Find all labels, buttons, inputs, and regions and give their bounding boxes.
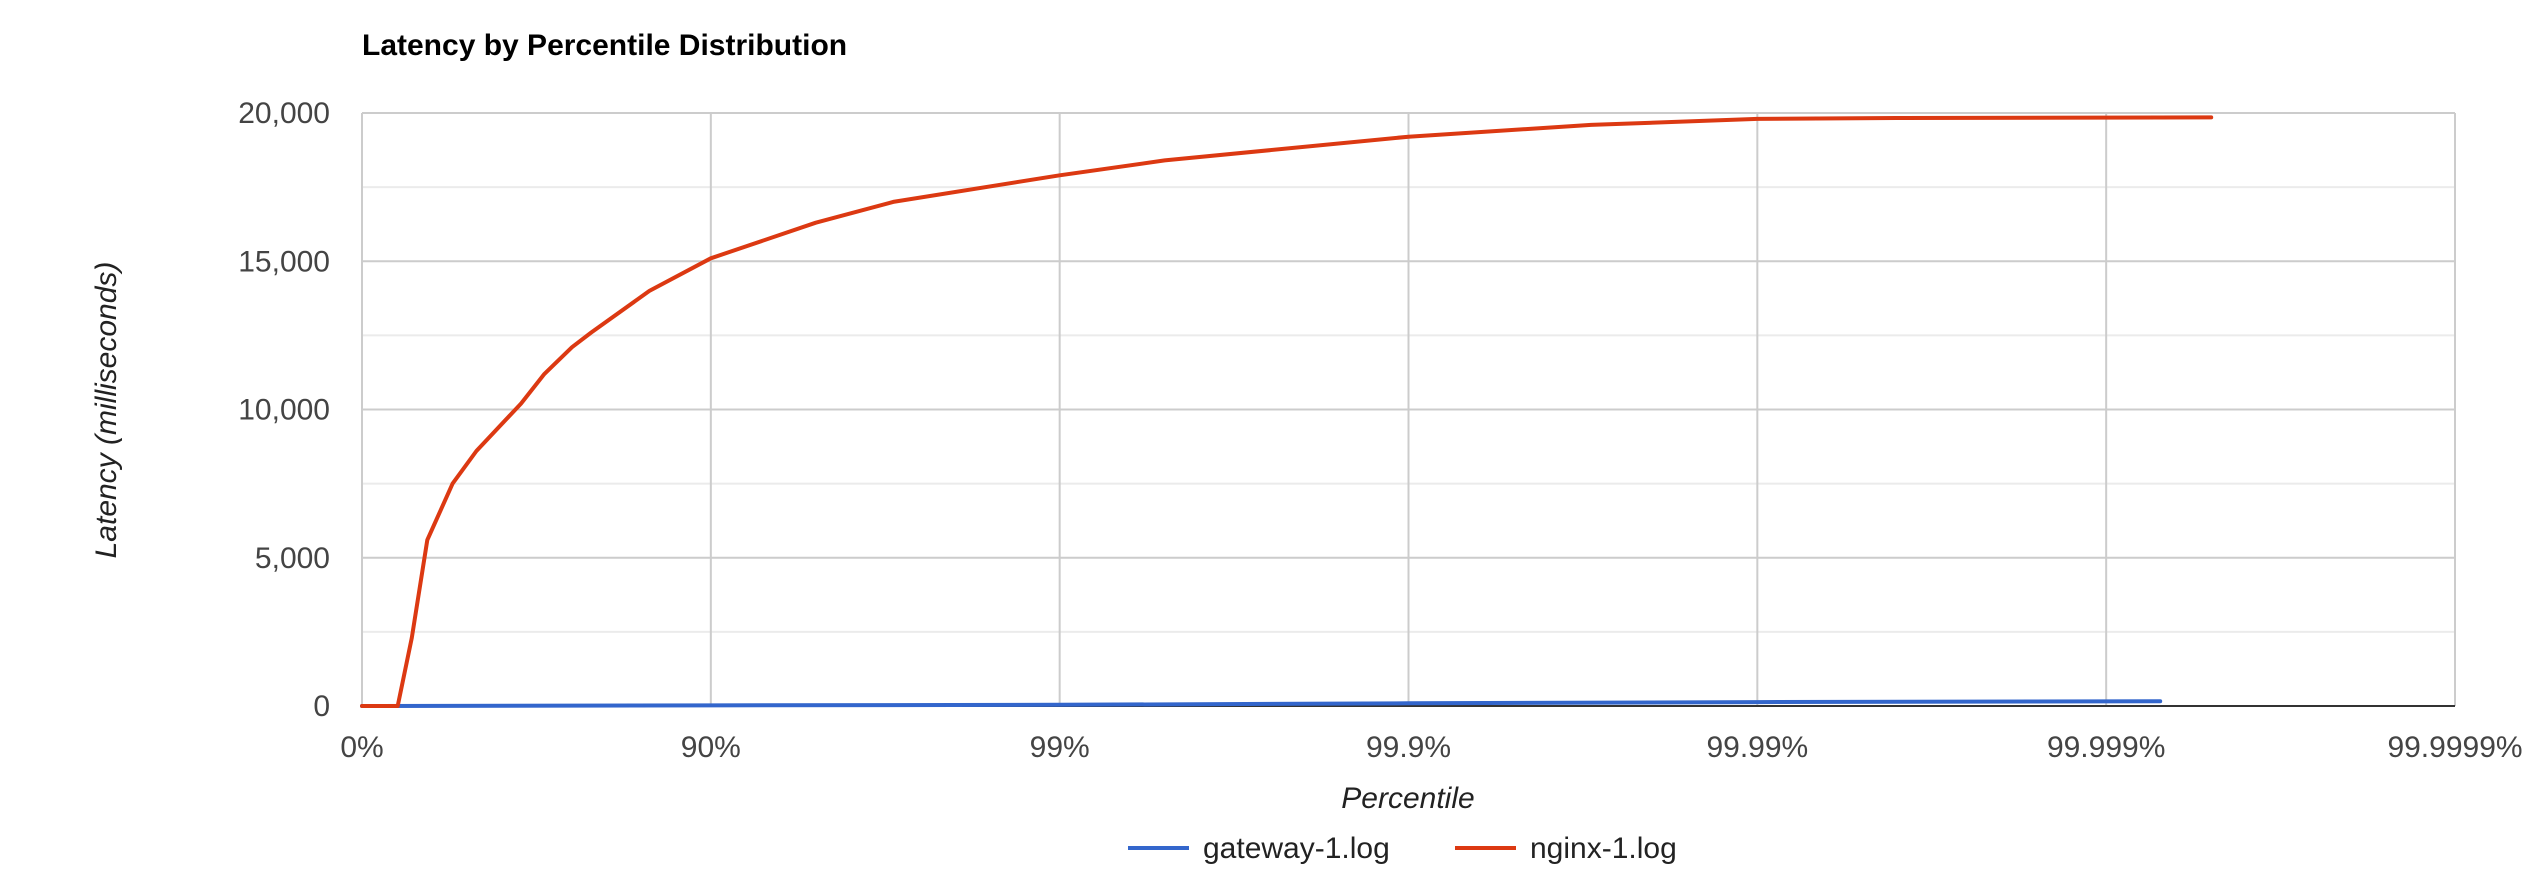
series-line-nginx-1-log (360, 115, 2214, 708)
legend: gateway-1.log nginx-1.log (1128, 832, 1677, 865)
x-tick-label: 0% (340, 731, 383, 764)
x-tick-label: 99.999% (2047, 731, 2165, 764)
y-tick-label: 20,000 (238, 97, 330, 130)
tick-labels: 0 5,000 10,000 15,000 20,000 0% 90% 99% 99.9% 99.… (238, 97, 2522, 764)
chart-title: Latency by Percentile Distribution (362, 29, 847, 62)
y-tick-label: 10,000 (238, 394, 330, 427)
series-line-gateway-1-log (360, 699, 2163, 708)
x-tick-label: 99% (1030, 731, 1090, 764)
y-tick-label: 15,000 (238, 245, 330, 278)
x-axis-title: Percentile (1341, 782, 1474, 815)
legend-label: gateway-1.log (1203, 832, 1390, 865)
y-tick-label: 5,000 (255, 542, 330, 575)
x-tick-label: 99.9999% (2387, 731, 2522, 764)
y-tick-label: 0 (313, 690, 330, 723)
series-lines (360, 115, 2214, 708)
x-tick-label: 99.99% (1706, 731, 1808, 764)
x-tick-label: 99.9% (1366, 731, 1451, 764)
x-tick-label: 90% (681, 731, 741, 764)
gridlines (361, 112, 2456, 706)
y-axis-title: Latency (milliseconds) (90, 262, 123, 559)
legend-label: nginx-1.log (1530, 832, 1677, 865)
